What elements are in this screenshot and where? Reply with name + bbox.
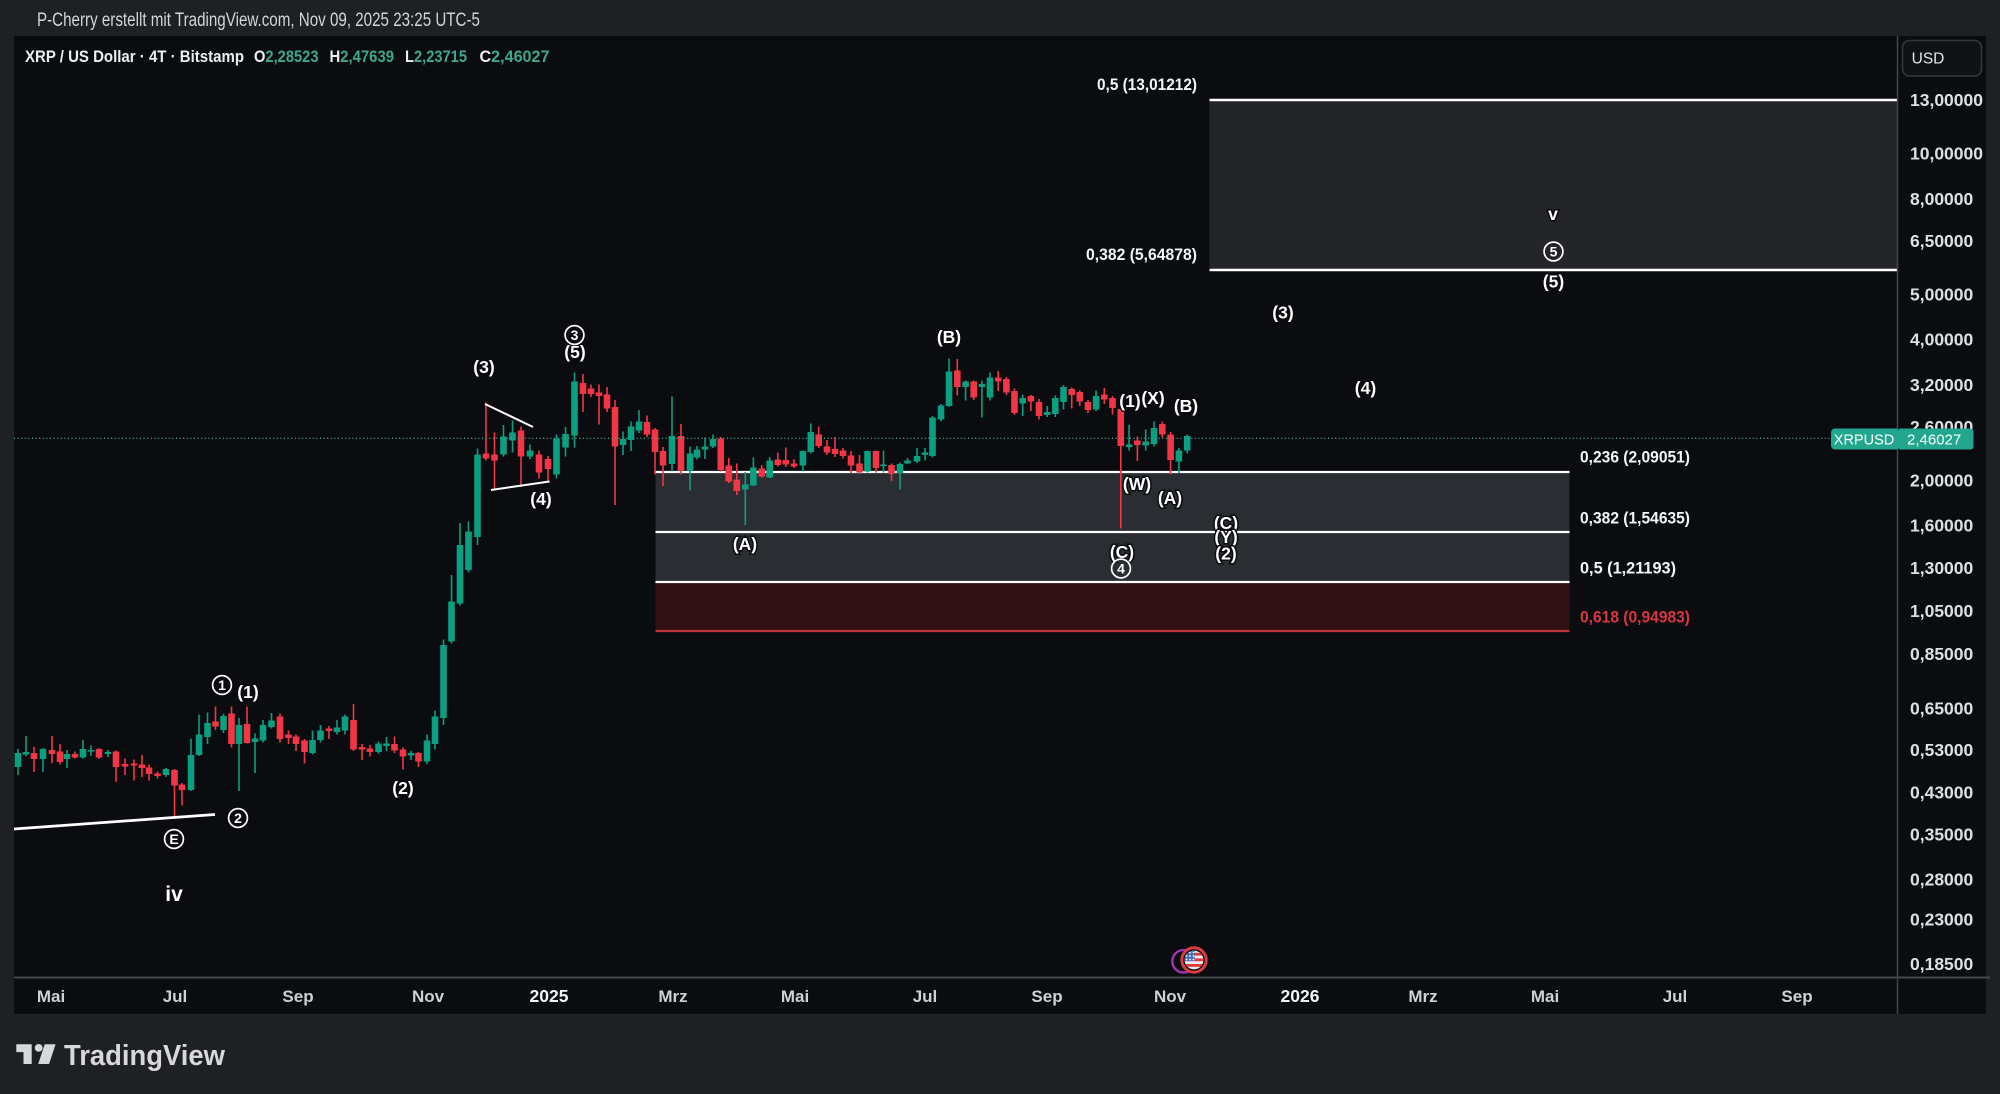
svg-text:P-Cherry erstellt mit TradingV: P-Cherry erstellt mit TradingView.com, N… — [37, 10, 480, 31]
svg-text:Sep: Sep — [1781, 987, 1812, 1006]
svg-text:8,00000: 8,00000 — [1910, 189, 1974, 209]
svg-text:0,53000: 0,53000 — [1910, 740, 1974, 760]
svg-text:(B): (B) — [1174, 396, 1198, 416]
svg-text:TradingView: TradingView — [64, 1040, 225, 1072]
svg-text:(2): (2) — [392, 778, 413, 798]
svg-text:0,85000: 0,85000 — [1910, 644, 1974, 664]
svg-text:0,5 (1,21193): 0,5 (1,21193) — [1580, 560, 1676, 578]
svg-text:Mai: Mai — [781, 987, 809, 1006]
svg-text:(Y): (Y) — [1214, 527, 1237, 547]
svg-text:(1): (1) — [237, 682, 258, 702]
svg-text:1: 1 — [218, 677, 226, 693]
svg-text:(W): (W) — [1123, 474, 1151, 494]
svg-text:(C): (C) — [1214, 513, 1238, 533]
svg-text:(1): (1) — [1119, 391, 1140, 411]
svg-text:(4): (4) — [530, 489, 551, 509]
svg-text:Mrz: Mrz — [658, 987, 687, 1006]
svg-text:Sep: Sep — [1031, 987, 1062, 1006]
svg-text:Mai: Mai — [37, 987, 65, 1006]
svg-text:0,28000: 0,28000 — [1910, 870, 1974, 890]
svg-text:6,50000: 6,50000 — [1910, 231, 1974, 251]
svg-text:2,00000: 2,00000 — [1910, 470, 1974, 490]
svg-text:(4): (4) — [1355, 378, 1376, 398]
svg-text:v: v — [1548, 204, 1558, 224]
svg-text:(3): (3) — [1272, 303, 1293, 323]
svg-text:XRP / US Dollar · 4T · Bitstam: XRP / US Dollar · 4T · Bitstamp — [25, 48, 244, 66]
svg-text:H2,47639: H2,47639 — [330, 48, 395, 66]
svg-text:0,236 (2,09051): 0,236 (2,09051) — [1580, 449, 1690, 467]
svg-text:Jul: Jul — [1663, 987, 1688, 1006]
svg-text:0,5 (13,01212): 0,5 (13,01212) — [1097, 76, 1197, 94]
svg-text:0,382 (1,54635): 0,382 (1,54635) — [1580, 510, 1690, 528]
svg-text:(C): (C) — [1110, 542, 1134, 562]
svg-text:(5): (5) — [1543, 272, 1564, 292]
svg-text:4: 4 — [1117, 561, 1125, 577]
svg-text:Jul: Jul — [913, 987, 938, 1006]
svg-text:0,382 (5,64878): 0,382 (5,64878) — [1086, 246, 1197, 264]
svg-text:Mrz: Mrz — [1408, 987, 1437, 1006]
svg-text:XRPUSD: XRPUSD — [1834, 433, 1894, 449]
svg-text:(5): (5) — [564, 342, 585, 362]
svg-text:13,00000: 13,00000 — [1910, 90, 1983, 110]
svg-text:2,46027: 2,46027 — [1907, 432, 1961, 449]
svg-text:Sep: Sep — [282, 987, 313, 1006]
svg-text:(B): (B) — [937, 327, 961, 347]
svg-text:(X): (X) — [1141, 388, 1164, 408]
svg-text:L2,23715: L2,23715 — [405, 48, 467, 66]
svg-text:10,00000: 10,00000 — [1910, 144, 1983, 164]
svg-text:5,00000: 5,00000 — [1910, 284, 1974, 304]
svg-text:2026: 2026 — [1281, 986, 1320, 1006]
svg-text:Nov: Nov — [1154, 987, 1187, 1006]
svg-text:Mai: Mai — [1531, 987, 1559, 1006]
svg-text:(A): (A) — [733, 534, 757, 554]
svg-text:0,18500: 0,18500 — [1910, 954, 1974, 974]
svg-text:0,35000: 0,35000 — [1910, 824, 1974, 844]
svg-text:C2,46027: C2,46027 — [480, 48, 550, 66]
svg-text:iv: iv — [165, 883, 183, 906]
svg-text:(3): (3) — [473, 357, 494, 377]
svg-text:3,20000: 3,20000 — [1910, 375, 1974, 395]
svg-text:USD: USD — [1912, 51, 1945, 68]
svg-text:5: 5 — [1550, 244, 1558, 260]
svg-text:0,43000: 0,43000 — [1910, 782, 1974, 802]
svg-text:(A): (A) — [1158, 488, 1182, 508]
svg-text:2025: 2025 — [530, 986, 569, 1006]
svg-text:2: 2 — [234, 810, 242, 826]
svg-text:1,60000: 1,60000 — [1910, 516, 1974, 536]
svg-text:E: E — [169, 831, 178, 847]
svg-text:0,65000: 0,65000 — [1910, 699, 1974, 719]
svg-text:O2,28523: O2,28523 — [254, 48, 319, 66]
svg-text:4,00000: 4,00000 — [1910, 330, 1974, 350]
svg-text:0,618 (0,94983): 0,618 (0,94983) — [1580, 609, 1690, 627]
svg-text:1,05000: 1,05000 — [1910, 601, 1974, 621]
svg-text:0,23000: 0,23000 — [1910, 910, 1974, 930]
svg-text:3: 3 — [571, 327, 579, 343]
svg-text:Jul: Jul — [163, 987, 188, 1006]
svg-text:1,30000: 1,30000 — [1910, 558, 1974, 578]
svg-text:Nov: Nov — [412, 987, 445, 1006]
svg-text:(2): (2) — [1215, 544, 1236, 564]
